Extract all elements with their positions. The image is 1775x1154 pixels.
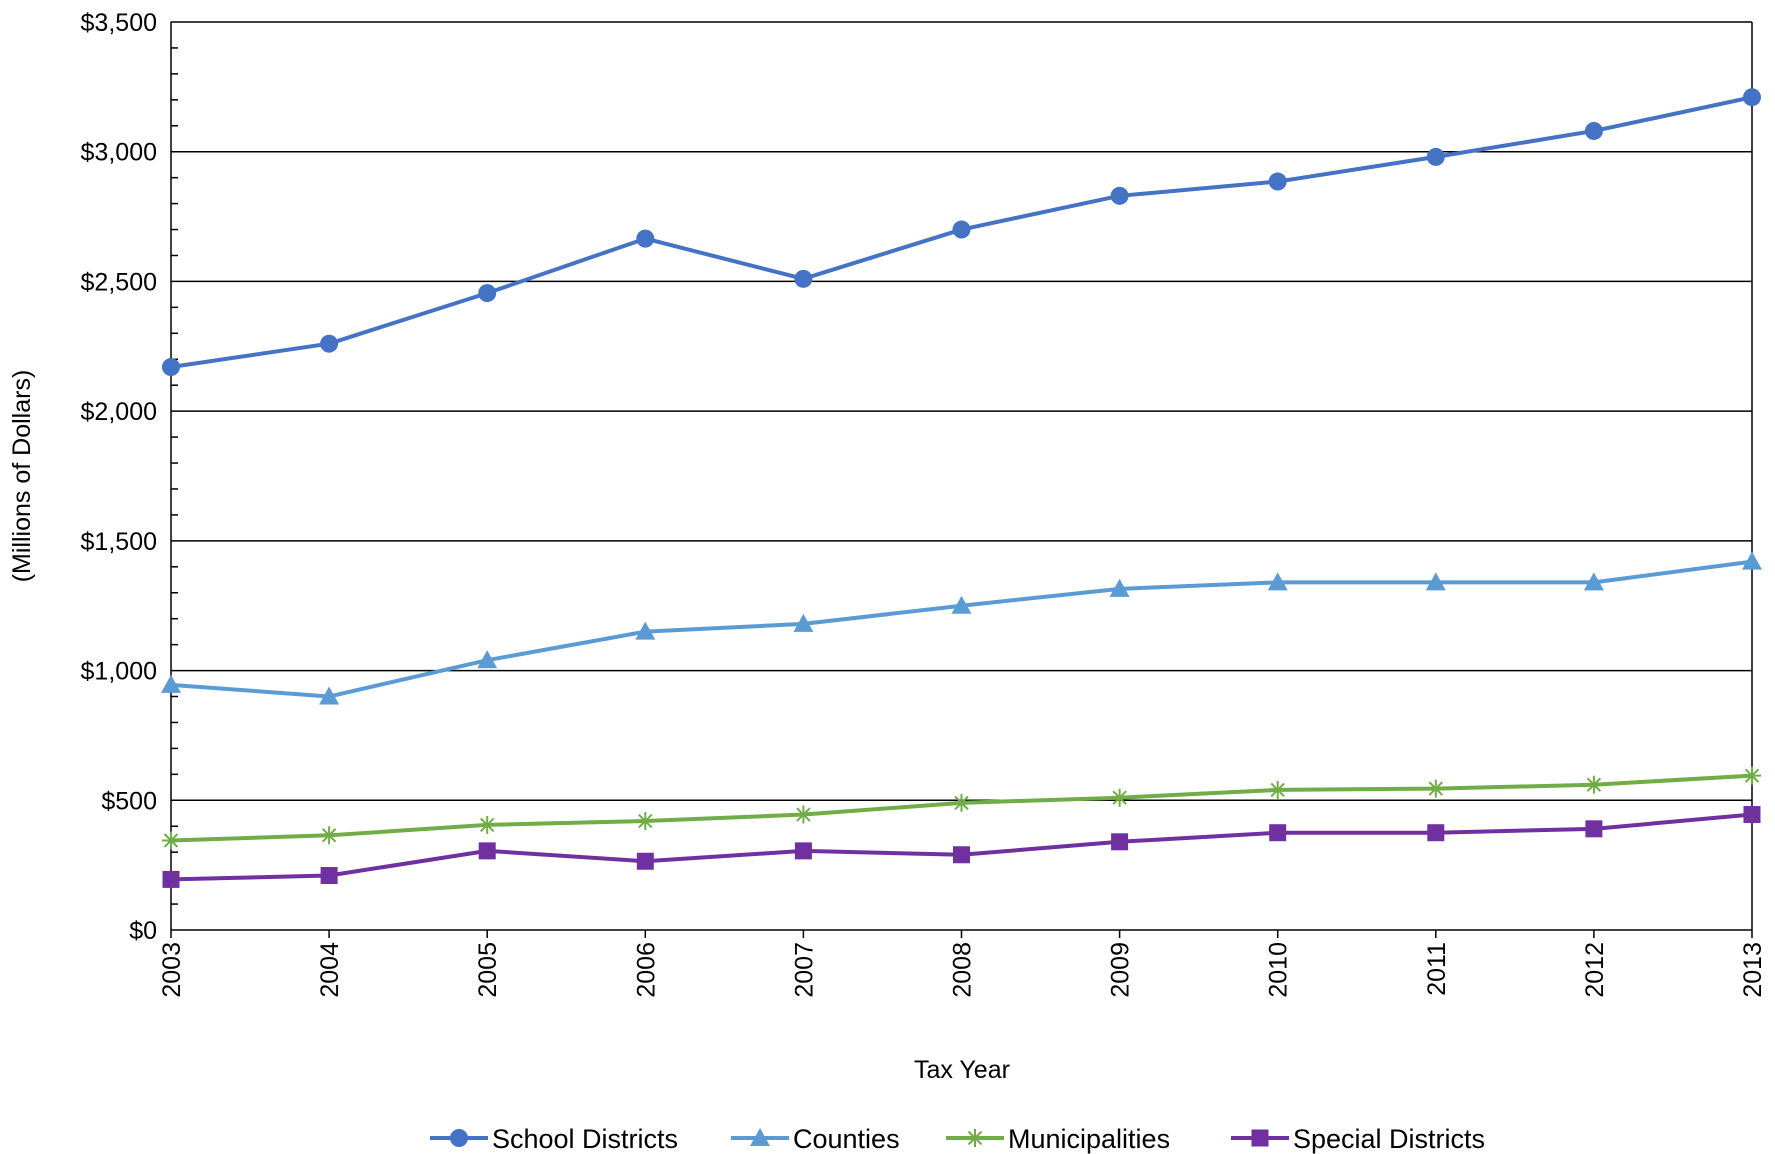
data-point-special-districts	[1427, 824, 1445, 842]
legend-marker	[966, 1129, 984, 1147]
x-tick-label: 2004	[316, 942, 344, 998]
x-tick-label: 2011	[1423, 942, 1451, 996]
y-tick-label: $0	[129, 917, 157, 945]
data-point-municipalities	[1110, 788, 1129, 807]
data-point-counties	[793, 613, 814, 632]
data-point-school-districts	[1426, 147, 1445, 166]
y-tick-label: $1,000	[81, 658, 157, 686]
data-point-counties	[1109, 578, 1130, 597]
data-point-school-districts	[952, 220, 971, 239]
data-point-counties	[319, 686, 340, 705]
data-point-special-districts	[953, 846, 970, 864]
series-group	[161, 88, 1762, 888]
data-point-school-districts	[162, 358, 180, 377]
data-point-municipalities	[794, 805, 813, 824]
data-point-counties	[477, 650, 498, 669]
y-tick-label: $2,000	[81, 398, 157, 426]
data-point-counties	[1583, 572, 1604, 591]
data-point-municipalities	[952, 793, 971, 812]
x-tick-label: 2008	[949, 942, 977, 998]
legend-label: Special Districts	[1293, 1124, 1485, 1154]
x-tick-label: 2005	[474, 942, 502, 998]
data-point-municipalities	[1743, 766, 1761, 785]
y-tick-label: $500	[101, 787, 157, 815]
data-point-municipalities	[1426, 779, 1445, 798]
series-school-districts	[162, 88, 1761, 377]
data-point-special-districts	[1111, 833, 1129, 851]
data-point-counties	[1267, 572, 1288, 591]
x-axis-title: Tax Year	[914, 1056, 1010, 1084]
x-tick-label: 2007	[790, 942, 818, 998]
data-point-school-districts	[636, 229, 655, 248]
data-point-school-districts	[478, 284, 497, 303]
data-point-counties	[635, 621, 656, 640]
data-point-school-districts	[320, 334, 339, 353]
legend-label: Counties	[793, 1124, 900, 1154]
y-tick-label: $1,500	[81, 528, 157, 556]
data-point-counties	[1742, 551, 1762, 570]
y-tick-label: $2,500	[81, 268, 157, 296]
y-tick-label: $3,500	[81, 9, 157, 37]
data-point-counties	[951, 595, 972, 614]
data-point-school-districts	[1110, 186, 1129, 205]
data-point-municipalities	[636, 812, 655, 831]
data-point-municipalities	[478, 815, 497, 834]
data-point-special-districts	[1743, 806, 1761, 824]
series-line-counties	[170, 559, 1753, 699]
data-point-special-districts	[1585, 820, 1603, 838]
legend-marker	[1251, 1129, 1269, 1147]
legend-marker	[750, 1128, 770, 1146]
data-point-school-districts	[794, 269, 813, 288]
data-point-special-districts	[636, 852, 654, 870]
series-special-districts	[162, 806, 1761, 888]
data-point-counties	[1425, 572, 1446, 591]
x-tick-label: 2003	[158, 942, 186, 998]
data-point-special-districts	[162, 870, 180, 888]
series-municipalities	[162, 766, 1761, 850]
y-axis-ticks: $0 $500 $1,000 $1,500 $2,000 $2,500 $3,000 $3,5…	[81, 9, 157, 945]
data-point-special-districts	[478, 842, 496, 860]
x-tick-label: 2010	[1265, 942, 1293, 998]
x-tick-label: 2013	[1739, 942, 1767, 998]
data-point-school-districts	[1743, 88, 1761, 107]
legend-label: School Districts	[492, 1124, 678, 1154]
legend-item-counties: Counties	[731, 1124, 900, 1154]
legend-item-school-districts: School Districts	[430, 1124, 678, 1154]
x-axis-ticks: 2003 2004 2005 2006 2007 2008 2009 2010 2011 2012…	[158, 942, 1767, 998]
data-point-school-districts	[1584, 121, 1603, 140]
x-tick-label: 2006	[632, 942, 660, 998]
data-point-school-districts	[1268, 172, 1287, 191]
data-point-counties	[161, 674, 181, 693]
y-axis-title: (Millions of Dollars)	[8, 370, 36, 583]
series-counties	[161, 551, 1762, 705]
y-tick-label: $3,000	[81, 139, 157, 167]
legend-marker	[450, 1129, 468, 1147]
data-point-special-districts	[794, 842, 812, 860]
legend-item-special-districts: Special Districts	[1231, 1124, 1485, 1154]
gridlines	[171, 21, 1752, 802]
x-tick-label: 2012	[1581, 942, 1609, 998]
data-point-municipalities	[1268, 780, 1287, 799]
legend-label: Municipalities	[1008, 1124, 1170, 1154]
x-tick-label: 2009	[1107, 942, 1135, 998]
legend: School Districts Counties Municipalities Sp…	[430, 1124, 1485, 1154]
data-point-municipalities	[320, 826, 339, 845]
data-point-municipalities	[162, 831, 180, 850]
data-point-special-districts	[1269, 824, 1287, 842]
data-point-special-districts	[320, 867, 338, 885]
legend-item-municipalities: Municipalities	[946, 1124, 1170, 1154]
data-point-municipalities	[1584, 775, 1603, 794]
